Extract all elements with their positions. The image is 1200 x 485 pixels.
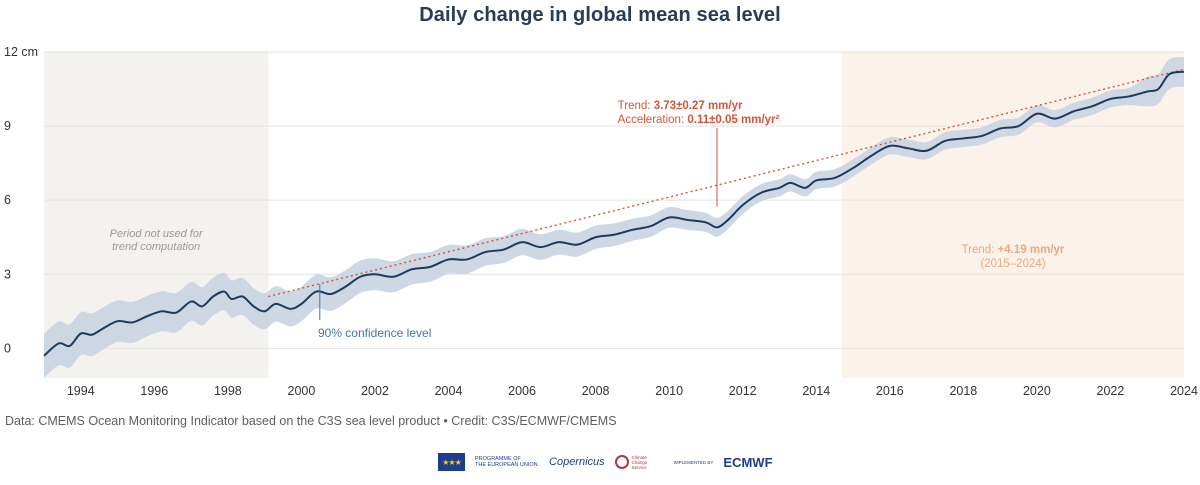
eu-flag-icon: ★★★ — [438, 453, 465, 471]
y-tick-label: 6 — [4, 193, 11, 207]
acceleration-label: Acceleration: 0.11±0.05 mm/yr² — [618, 114, 780, 126]
eu-line-1: PROGRAMME OF — [475, 456, 521, 462]
x-axis-ticks: 1994 1996 1998 2000 2002 2004 2006 2008 2010 2012… — [67, 384, 1198, 398]
x-tick-label: 2010 — [655, 384, 683, 398]
y-axis-ticks: 0 3 6 9 12 cm — [4, 45, 38, 355]
x-tick-label: 2000 — [288, 384, 316, 398]
confidence-label: 90% confidence level — [318, 326, 431, 340]
shade-period-recent — [842, 52, 1184, 378]
c3s-logo: Climate Change Service — [614, 455, 664, 470]
source-credit: Data: CMEMS Ocean Monitoring Indicator b… — [5, 414, 617, 428]
x-tick-label: 2002 — [361, 384, 389, 398]
x-tick-label: 2020 — [1023, 384, 1051, 398]
x-tick-label: 2014 — [802, 384, 830, 398]
eu-programme-logo: PROGRAMME OF THE EUROPEAN UNION — [475, 456, 539, 468]
c3s-icon — [614, 455, 629, 469]
trend-line — [268, 68, 1185, 298]
x-tick-label: 2008 — [582, 384, 610, 398]
sea-level-series — [43, 70, 1185, 357]
eu-line-2: THE EUROPEAN UNION — [475, 462, 538, 468]
confidence-band — [44, 56, 1184, 378]
x-tick-label: 2016 — [876, 384, 904, 398]
y-tick-label: 9 — [4, 119, 11, 133]
x-tick-label: 2024 — [1170, 384, 1198, 398]
c3s-line-1: Climate — [631, 454, 647, 460]
trend-dotted-line — [268, 68, 1185, 298]
x-tick-label: 2022 — [1097, 384, 1125, 398]
copernicus-text: opernicus — [556, 456, 605, 468]
y-tick-label: 3 — [4, 267, 11, 281]
c3s-text: Climate Change Service — [632, 455, 664, 470]
x-tick-label: 2012 — [729, 384, 757, 398]
x-tick-label: 2006 — [508, 384, 536, 398]
x-tick-label: 1994 — [67, 384, 95, 398]
annotations: 90% confidence level Period not used fort… — [110, 100, 1065, 340]
x-tick-label: 2018 — [949, 384, 977, 398]
x-tick-label: 1996 — [140, 384, 168, 398]
confidence-band-area — [44, 56, 1184, 378]
x-tick-label: 1998 — [214, 384, 242, 398]
recent-period-label: (2015–2024) — [980, 258, 1045, 270]
c3s-line-2: Change Service — [631, 459, 648, 470]
not-used-label-line-2: trend computation — [112, 241, 200, 253]
logo-strip: ★★★ PROGRAMME OF THE EUROPEAN UNION Cope… — [438, 450, 773, 474]
y-tick-label: 0 — [4, 341, 11, 355]
ecmwf-logo: ECMWF — [723, 454, 773, 470]
not-used-label-line-1: Period not used for — [110, 228, 204, 240]
sea-level-line — [43, 70, 1185, 357]
copernicus-logo: Copernicus — [549, 456, 605, 468]
implemented-by-label: IMPLEMENTED BY — [673, 459, 714, 465]
y-tick-label: 12 cm — [4, 45, 38, 59]
copernicus-c-icon: C — [549, 456, 557, 468]
sea-level-chart: 0 3 6 9 12 cm 1994 1996 1998 2000 2002 2004 2006 20… — [4, 45, 1198, 398]
recent-trend-label: Trend: +4.19 mm/yr — [962, 244, 1065, 256]
shaded-periods — [44, 52, 1184, 378]
x-tick-label: 2004 — [435, 384, 463, 398]
chart-title: Daily change in global mean sea level — [419, 4, 781, 26]
trend-label: Trend: 3.73±0.27 mm/yr — [618, 100, 743, 112]
